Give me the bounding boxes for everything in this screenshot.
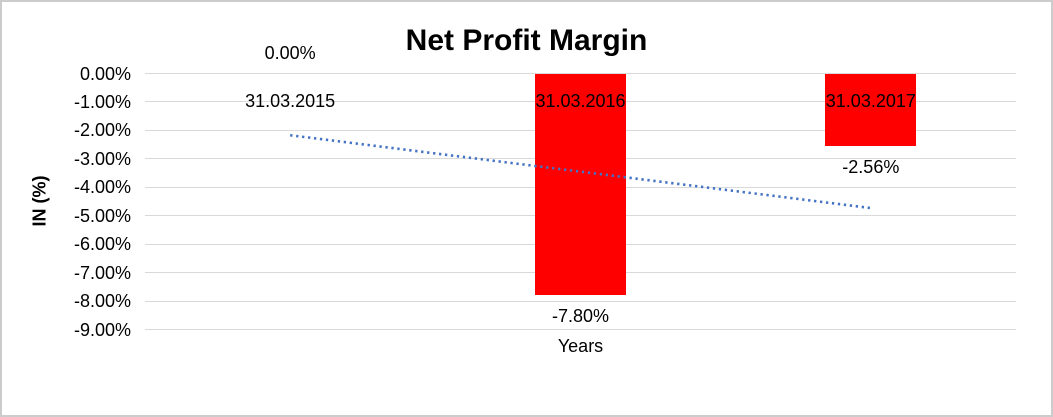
gridline: [145, 329, 1016, 331]
chart-title: Net Profit Margin: [405, 24, 648, 57]
bar-data-label: 0.00%: [264, 43, 316, 63]
y-tick-label: -5.00%: [73, 205, 131, 226]
gridline: [145, 300, 1016, 302]
bar-data-label: -2.56%: [842, 157, 900, 178]
y-tick-label: -1.00%: [73, 91, 131, 112]
x-axis-title: Years: [557, 336, 604, 356]
bar-data-label: -7.80%: [551, 306, 610, 327]
y-tick-label: -4.00%: [73, 177, 131, 198]
y-tick-label: -9.00%: [73, 319, 131, 340]
y-tick-label: -7.00%: [73, 262, 131, 283]
category-label: 31.03.2017: [825, 91, 916, 111]
category-label: 31.03.2015: [245, 91, 336, 111]
category-label: 31.03.2016: [535, 91, 626, 111]
y-tick-label: -6.00%: [73, 234, 131, 255]
y-tick-label: -3.00%: [73, 148, 131, 169]
y-tick-label: 0.00%: [79, 63, 131, 84]
y-tick-label: -8.00%: [73, 291, 131, 312]
y-tick-label: -2.00%: [73, 120, 131, 141]
